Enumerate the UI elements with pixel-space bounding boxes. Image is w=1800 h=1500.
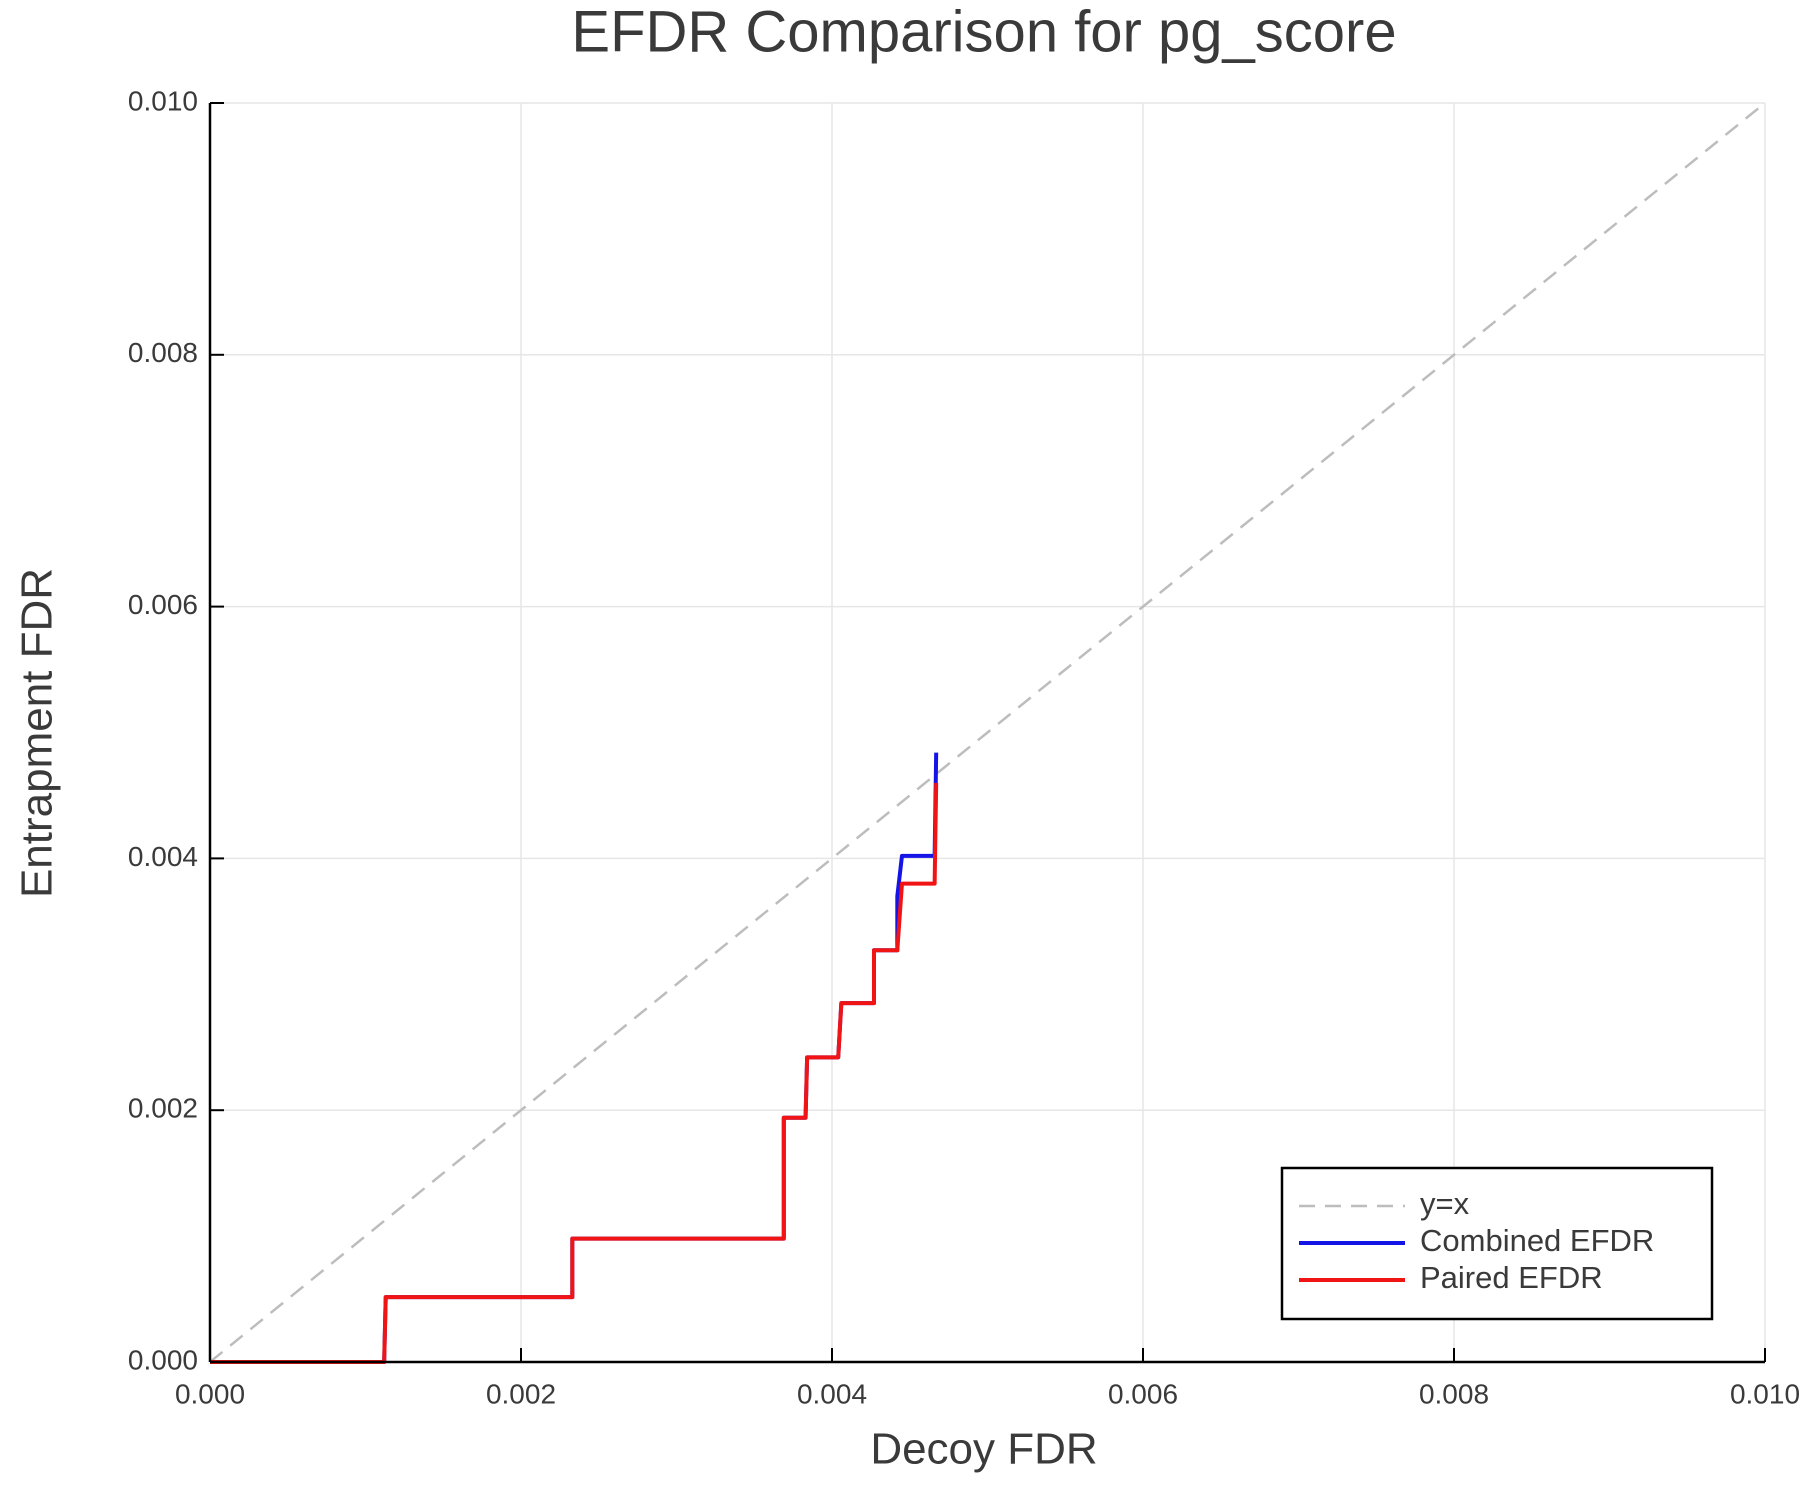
x-tick-label: 0.010: [1730, 1378, 1800, 1409]
legend-label: Paired EFDR: [1420, 1260, 1603, 1295]
y-tick-label: 0.008: [128, 337, 198, 368]
y-axis-label: Entrapment FDR: [13, 568, 62, 898]
grid: [209, 102, 1766, 1363]
x-axis-label: Decoy FDR: [870, 1425, 1097, 1474]
x-tick-label: 0.006: [1108, 1378, 1178, 1409]
x-tick-label: 0.000: [175, 1378, 245, 1409]
series-line: [210, 782, 939, 1364]
y-tick-label: 0.004: [128, 841, 198, 872]
legend-label: y=x: [1420, 1186, 1470, 1221]
x-tick-label: 0.008: [1419, 1378, 1489, 1409]
x-tick-label: 0.004: [797, 1378, 867, 1409]
axes: 0.000 0.002 0.004 0.006 0.008 0.010 0.000 0.002…: [128, 85, 1800, 1409]
y-tick-label: 0.010: [128, 85, 198, 116]
legend-label: Combined EFDR: [1420, 1223, 1654, 1258]
x-tick-label: 0.002: [486, 1378, 556, 1409]
y-tick-label: 0.006: [128, 589, 198, 620]
y-tick-label: 0.000: [128, 1344, 198, 1375]
plot-area: [209, 102, 1766, 1364]
chart-title: EFDR Comparison for pg_score: [571, 0, 1396, 64]
reference-line: [209, 102, 1766, 1363]
y-tick-label: 0.002: [128, 1093, 198, 1124]
